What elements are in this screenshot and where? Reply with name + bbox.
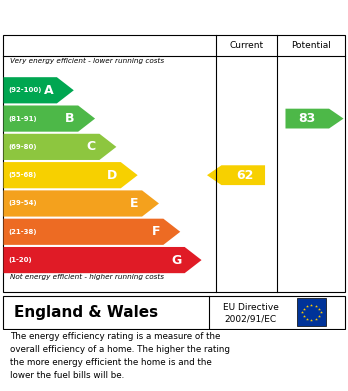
Text: (39-54): (39-54) xyxy=(9,201,37,206)
Bar xyxy=(296,298,326,326)
Text: Not energy efficient - higher running costs: Not energy efficient - higher running co… xyxy=(10,274,165,280)
Text: Current: Current xyxy=(230,41,264,50)
Polygon shape xyxy=(3,106,95,132)
Text: (69-80): (69-80) xyxy=(9,144,37,150)
Text: F: F xyxy=(151,225,160,238)
Text: Very energy efficient - lower running costs: Very energy efficient - lower running co… xyxy=(10,58,165,65)
Polygon shape xyxy=(3,162,138,188)
Polygon shape xyxy=(3,247,201,273)
Text: A: A xyxy=(44,84,53,97)
Text: 83: 83 xyxy=(299,112,316,125)
Polygon shape xyxy=(3,134,116,160)
Text: D: D xyxy=(107,169,117,182)
Text: The energy efficiency rating is a measure of the
overall efficiency of a home. T: The energy efficiency rating is a measur… xyxy=(10,332,230,380)
Text: 2002/91/EC: 2002/91/EC xyxy=(224,314,277,323)
Polygon shape xyxy=(3,219,180,245)
Text: G: G xyxy=(171,254,181,267)
Text: (81-91): (81-91) xyxy=(9,116,37,122)
Text: C: C xyxy=(87,140,96,153)
Text: B: B xyxy=(65,112,75,125)
Polygon shape xyxy=(3,77,74,103)
Text: Energy Efficiency Rating: Energy Efficiency Rating xyxy=(10,9,221,23)
Text: (55-68): (55-68) xyxy=(9,172,37,178)
Polygon shape xyxy=(285,109,343,129)
Text: England & Wales: England & Wales xyxy=(14,305,158,320)
Text: (21-38): (21-38) xyxy=(9,229,37,235)
Polygon shape xyxy=(207,165,265,185)
Text: (1-20): (1-20) xyxy=(9,257,32,263)
Text: (92-100): (92-100) xyxy=(9,87,42,93)
Polygon shape xyxy=(3,190,159,217)
Text: E: E xyxy=(130,197,139,210)
Text: Potential: Potential xyxy=(291,41,331,50)
Text: 62: 62 xyxy=(237,169,254,182)
Text: EU Directive: EU Directive xyxy=(223,303,278,312)
